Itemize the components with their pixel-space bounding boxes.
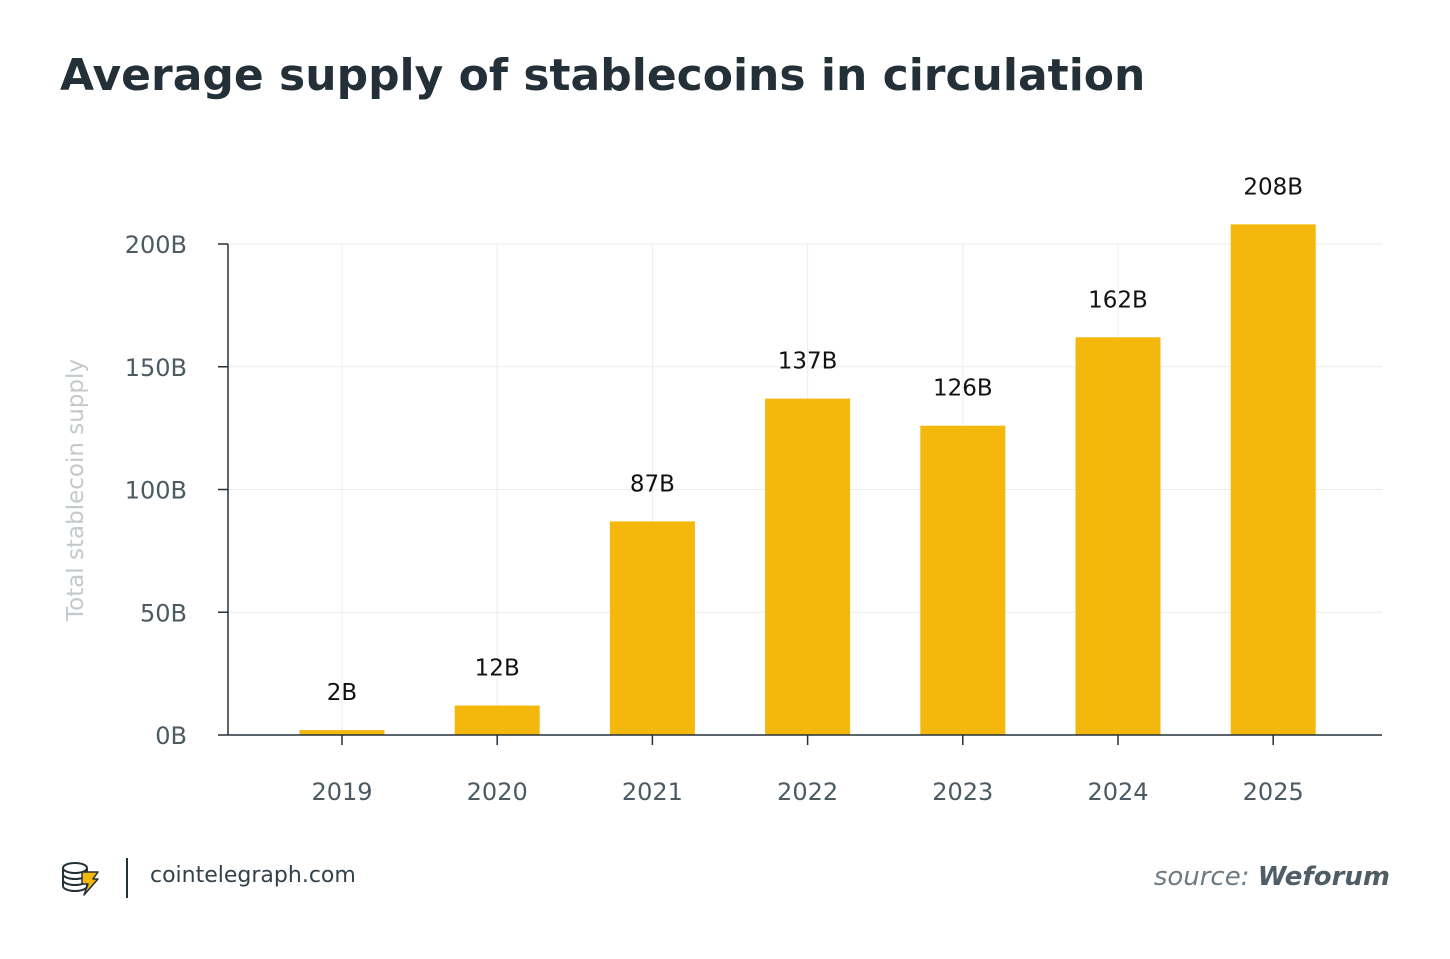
- bar: [1230, 224, 1316, 736]
- source-credit: source: Weforum: [1154, 862, 1390, 892]
- data-label: 12B: [475, 656, 520, 682]
- cointelegraph-logo-icon: [62, 862, 99, 896]
- y-tick-label: 0B: [155, 722, 187, 750]
- data-label: 2B: [327, 680, 357, 706]
- x-tick-label: 2025: [1243, 778, 1304, 806]
- footer-divider: [126, 858, 128, 898]
- y-tick-label: 100B: [125, 477, 187, 505]
- bar: [454, 705, 540, 735]
- y-tick-label: 50B: [140, 599, 187, 627]
- source-name: Weforum: [1257, 862, 1390, 892]
- x-tick-label: 2021: [622, 778, 683, 806]
- bar: [299, 730, 385, 735]
- x-tick-label: 2019: [311, 778, 372, 806]
- y-axis-label: Total stablecoin supply: [63, 359, 89, 622]
- x-tick-label: 2023: [932, 778, 993, 806]
- data-label: 162B: [1088, 287, 1148, 313]
- x-tick-label: 2020: [467, 778, 528, 806]
- data-label: 87B: [630, 471, 675, 497]
- data-label: 137B: [778, 349, 838, 375]
- source-label: source:: [1153, 862, 1250, 892]
- y-tick-label: 200B: [125, 231, 187, 259]
- chart-title: Average supply of stablecoins in circula…: [60, 50, 1146, 101]
- bar: [765, 398, 851, 735]
- bar: [609, 521, 695, 735]
- data-label: 208B: [1243, 174, 1303, 200]
- bar: [920, 425, 1006, 735]
- bar: [1075, 337, 1161, 735]
- y-tick-label: 150B: [125, 354, 187, 382]
- x-tick-label: 2022: [777, 778, 838, 806]
- footer-site[interactable]: cointelegraph.com: [150, 863, 356, 888]
- data-label: 126B: [933, 376, 993, 402]
- x-tick-label: 2024: [1087, 778, 1148, 806]
